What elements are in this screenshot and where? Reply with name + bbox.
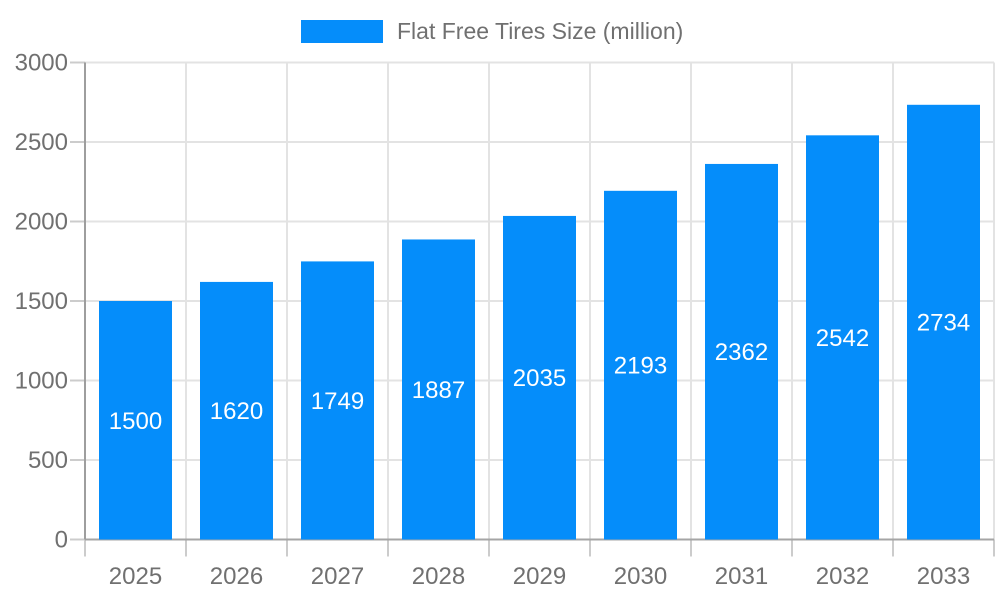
y-tick-label: 3000 xyxy=(15,50,68,77)
bar-value-label: 1500 xyxy=(109,408,162,435)
bar-2031[interactable] xyxy=(705,163,778,540)
bar-value-label: 2193 xyxy=(614,353,667,380)
bar-value-label: 1887 xyxy=(412,377,465,404)
y-tick-label: 0 xyxy=(55,527,68,554)
bar-2026[interactable] xyxy=(200,281,273,540)
bar-value-label: 2035 xyxy=(513,365,566,392)
bar-2029[interactable] xyxy=(503,215,576,540)
y-tick-label: 500 xyxy=(28,447,68,474)
x-tick-label: 2029 xyxy=(513,563,566,590)
y-tick-label: 1000 xyxy=(15,368,68,395)
legend-label: Flat Free Tires Size (million) xyxy=(397,18,684,44)
y-tick-label: 1500 xyxy=(15,288,68,315)
bar-2032[interactable] xyxy=(806,135,879,540)
bar-2030[interactable] xyxy=(604,190,677,540)
y-tick-label: 2500 xyxy=(15,129,68,156)
bar-2033[interactable] xyxy=(907,104,980,540)
x-tick-label: 2032 xyxy=(816,563,869,590)
legend-item[interactable]: Flat Free Tires Size (million) xyxy=(301,19,683,44)
legend-color-swatch xyxy=(301,20,383,43)
y-tick-label: 2000 xyxy=(15,209,68,236)
x-tick-label: 2031 xyxy=(715,563,768,590)
x-tick-label: 2027 xyxy=(311,563,364,590)
bar-2025[interactable] xyxy=(99,301,172,540)
x-tick-label: 2030 xyxy=(614,563,667,590)
bar-value-label: 2362 xyxy=(715,339,768,366)
x-tick-label: 2025 xyxy=(109,563,162,590)
x-tick-label: 2028 xyxy=(412,563,465,590)
x-tick-label: 2026 xyxy=(210,563,263,590)
bar-2027[interactable] xyxy=(301,261,374,540)
bar-value-label: 2542 xyxy=(816,325,869,352)
bar-value-label: 1749 xyxy=(311,388,364,415)
bar-value-label: 1620 xyxy=(210,398,263,425)
bar-2028[interactable] xyxy=(402,239,475,540)
x-tick-label: 2033 xyxy=(917,563,970,590)
bar-value-label: 2734 xyxy=(917,310,970,337)
